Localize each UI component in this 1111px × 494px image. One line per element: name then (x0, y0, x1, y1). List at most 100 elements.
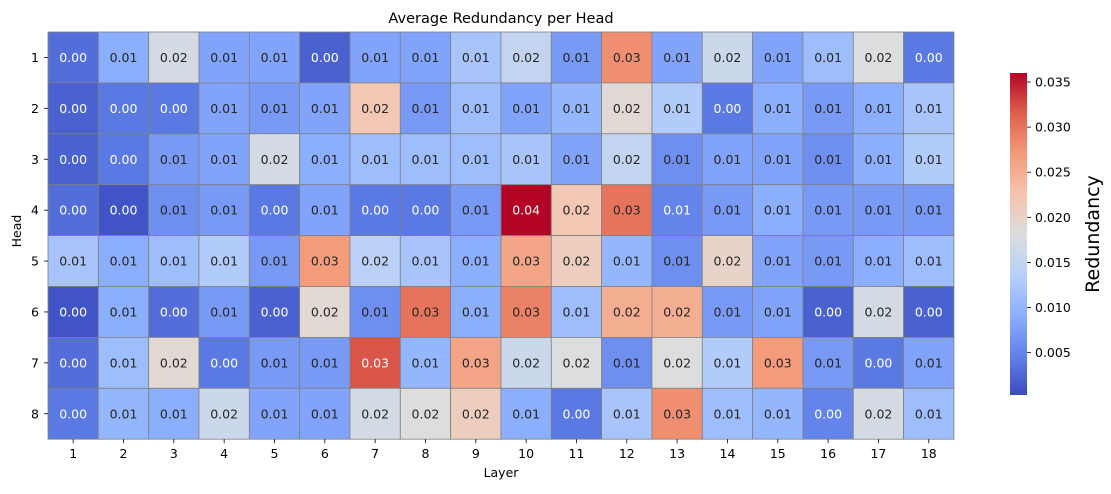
cell-annotation: 0.00 (59, 304, 87, 319)
chart-title: Average Redundancy per Head (388, 11, 613, 27)
cell-annotation: 0.02 (412, 406, 440, 421)
cell-annotation: 0.01 (714, 355, 742, 370)
cell-annotation: 0.01 (814, 101, 842, 116)
cell-annotation: 0.00 (311, 50, 339, 65)
colorbar-gradient (1010, 73, 1027, 395)
heatmap-cell (852, 31, 905, 84)
heatmap-cell (450, 133, 502, 186)
x-tick-label: 3 (170, 446, 178, 461)
cell-annotation: 0.00 (160, 304, 188, 319)
heatmap-cell (651, 133, 703, 186)
cell-annotation: 0.02 (210, 406, 238, 421)
x-tick-label: 18 (921, 446, 937, 461)
heatmap-cell (601, 184, 653, 236)
cell-annotation: 0.01 (512, 152, 540, 167)
heatmap-cell (802, 235, 854, 287)
heatmap-cell (903, 235, 955, 287)
cell-annotation: 0.03 (361, 355, 389, 370)
heatmap-cell (500, 336, 552, 389)
heatmap-cell (903, 336, 955, 389)
heatmap-cell (349, 184, 401, 236)
cell-annotation: 0.01 (814, 355, 842, 370)
heatmap-cell (299, 286, 351, 338)
cell-annotation: 0.02 (663, 304, 691, 319)
cell-annotation: 0.00 (59, 101, 87, 116)
x-tick-label: 12 (619, 446, 635, 461)
heatmap-cell (500, 31, 552, 84)
heatmap-cell (399, 336, 452, 389)
heatmap-cell (148, 387, 200, 440)
cell-annotation: 0.01 (663, 203, 691, 218)
cell-annotation: 0.00 (160, 101, 188, 116)
heatmap-cell (97, 31, 150, 84)
cell-annotation: 0.01 (915, 152, 943, 167)
cell-annotation: 0.01 (110, 355, 138, 370)
heatmap-cell (651, 82, 703, 135)
cell-annotation: 0.01 (462, 203, 490, 218)
cell-annotation: 0.02 (613, 101, 641, 116)
colorbar-ticks: 0.005 0.010 0.015 0.020 0.025 0.030 0.035 (1027, 75, 1071, 360)
heatmap-cell (47, 387, 99, 440)
heatmap-cell (198, 286, 250, 338)
cell-annotation: 0.01 (764, 101, 792, 116)
heatmap-cell (450, 286, 502, 338)
cell-annotation: 0.01 (563, 152, 591, 167)
heatmap-cell (852, 286, 905, 338)
cell-annotation: 0.01 (110, 406, 138, 421)
cell-annotation: 0.02 (865, 50, 893, 65)
heatmap-cell (500, 286, 552, 338)
x-tick-label: 11 (569, 446, 585, 461)
x-tick-label: 6 (321, 446, 329, 461)
cell-annotation: 0.00 (361, 203, 389, 218)
cell-annotation: 0.00 (915, 304, 943, 319)
heatmap-cell (399, 286, 452, 338)
cell-annotation: 0.01 (311, 152, 339, 167)
heatmap-cell (399, 31, 452, 84)
cell-annotation: 0.01 (814, 203, 842, 218)
heatmap-cell (852, 387, 905, 440)
cell-annotation: 0.01 (714, 304, 742, 319)
colorbar-tick-label: 0.020 (1035, 210, 1071, 225)
cell-annotation: 0.01 (512, 101, 540, 116)
cell-annotation: 0.01 (462, 152, 490, 167)
heatmap-cell (701, 133, 754, 186)
heatmap-cell (148, 133, 200, 186)
cell-annotation: 0.01 (462, 304, 490, 319)
cell-annotation: 0.02 (512, 355, 540, 370)
x-tick-label: 7 (371, 446, 379, 461)
cell-annotation: 0.03 (613, 203, 641, 218)
heatmap-cell (47, 82, 99, 135)
cell-annotation: 0.02 (563, 355, 591, 370)
heatmap-cell (248, 336, 301, 389)
cell-annotation: 0.01 (764, 50, 792, 65)
heatmap-cell (248, 387, 301, 440)
cell-annotation: 0.04 (512, 203, 540, 218)
cell-annotation: 0.03 (311, 254, 339, 269)
cell-annotation: 0.01 (412, 101, 440, 116)
cell-annotation: 0.01 (261, 355, 289, 370)
cell-annotation: 0.01 (160, 203, 188, 218)
heatmap-cell (500, 82, 552, 135)
cell-annotation: 0.03 (462, 355, 490, 370)
heatmap-cell (248, 286, 301, 338)
heatmap-cell (97, 133, 150, 186)
heatmap-cell (349, 235, 401, 287)
cell-annotation: 0.00 (814, 406, 842, 421)
heatmap-cell (97, 235, 150, 287)
heatmap-cell (97, 184, 150, 236)
cell-annotation: 0.01 (915, 101, 943, 116)
cell-annotation: 0.01 (210, 254, 238, 269)
cell-annotation: 0.02 (160, 50, 188, 65)
cell-annotation: 0.01 (412, 152, 440, 167)
cell-annotation: 0.00 (814, 304, 842, 319)
cell-annotation: 0.01 (311, 101, 339, 116)
heatmap-cell (601, 133, 653, 186)
heatmap-cell (97, 387, 150, 440)
cell-annotation: 0.02 (512, 50, 540, 65)
cell-annotation: 0.01 (261, 406, 289, 421)
heatmap-cell (752, 286, 804, 338)
cell-annotation: 0.02 (714, 254, 742, 269)
cell-annotation: 0.00 (110, 203, 138, 218)
heatmap-cell (903, 133, 955, 186)
